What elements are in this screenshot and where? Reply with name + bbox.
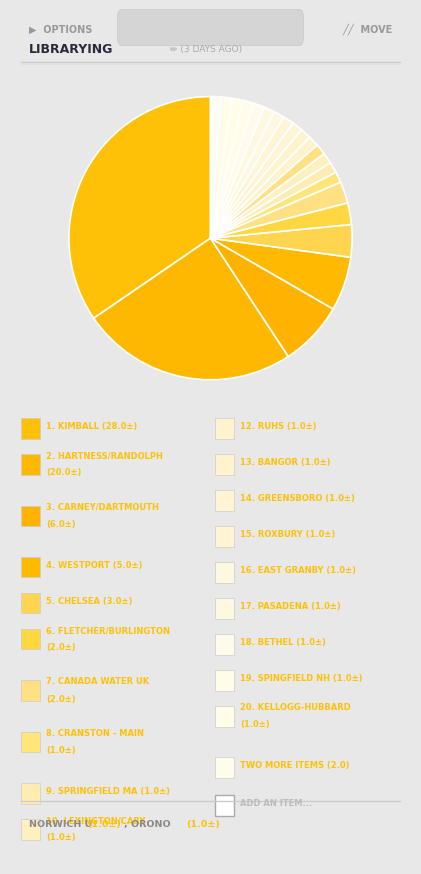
Wedge shape — [210, 108, 274, 238]
Bar — [21, 680, 40, 701]
Wedge shape — [210, 137, 317, 238]
Wedge shape — [210, 103, 264, 238]
Bar — [215, 418, 234, 439]
Bar — [21, 454, 40, 475]
Wedge shape — [210, 163, 336, 238]
Wedge shape — [210, 101, 254, 238]
Wedge shape — [210, 129, 309, 238]
Text: 18. BETHEL (1.0±): 18. BETHEL (1.0±) — [240, 638, 326, 647]
Text: 19. SPINGFIELD NH (1.0±): 19. SPINGFIELD NH (1.0±) — [240, 674, 362, 683]
Text: 6. FLETCHER/BURLINGTON: 6. FLETCHER/BURLINGTON — [46, 626, 170, 635]
Text: ╱╱  MOVE: ╱╱ MOVE — [342, 24, 392, 35]
Text: 1. KIMBALL (28.0±): 1. KIMBALL (28.0±) — [46, 422, 137, 431]
Text: (20.0±): (20.0±) — [46, 468, 81, 477]
Text: 2. HARTNESS/RANDOLPH: 2. HARTNESS/RANDOLPH — [46, 451, 163, 461]
Wedge shape — [210, 154, 330, 238]
Text: 8. CRANSTON - MAIN: 8. CRANSTON - MAIN — [46, 729, 144, 738]
Wedge shape — [210, 112, 284, 238]
Bar — [215, 670, 234, 690]
Text: TWO MORE ITEMS (2.0): TWO MORE ITEMS (2.0) — [240, 761, 349, 770]
Wedge shape — [210, 172, 341, 238]
Text: 12. RUHS (1.0±): 12. RUHS (1.0±) — [240, 422, 317, 431]
Text: (1.0±): (1.0±) — [240, 720, 269, 729]
Text: ▶  OPTIONS: ▶ OPTIONS — [29, 24, 92, 34]
Bar — [215, 454, 234, 475]
Text: 4. WESTPORT (5.0±): 4. WESTPORT (5.0±) — [46, 561, 142, 570]
Bar — [215, 526, 234, 546]
Text: (1.0±): (1.0±) — [186, 820, 220, 829]
Wedge shape — [210, 145, 324, 238]
Text: (1.0±): (1.0±) — [87, 820, 121, 829]
Wedge shape — [69, 97, 210, 318]
Text: 13. BANGOR (1.0±): 13. BANGOR (1.0±) — [240, 458, 330, 468]
Wedge shape — [210, 182, 348, 238]
Wedge shape — [210, 98, 243, 238]
Text: (2.0±): (2.0±) — [46, 695, 76, 704]
Bar — [215, 598, 234, 619]
Text: 17. PASADENA (1.0±): 17. PASADENA (1.0±) — [240, 602, 341, 611]
Bar — [215, 758, 234, 778]
Text: 15. ROXBURY (1.0±): 15. ROXBURY (1.0±) — [240, 531, 335, 539]
Text: 5. CHELSEA (3.0±): 5. CHELSEA (3.0±) — [46, 597, 132, 606]
Bar — [21, 557, 40, 578]
Bar — [215, 490, 234, 510]
Text: (1.0±): (1.0±) — [46, 833, 76, 843]
Bar — [215, 562, 234, 583]
Wedge shape — [210, 97, 232, 238]
Wedge shape — [210, 123, 301, 238]
Bar — [21, 629, 40, 649]
Wedge shape — [210, 203, 352, 238]
Text: ✏ (3 DAYS AGO): ✏ (3 DAYS AGO) — [170, 45, 242, 54]
Bar — [215, 795, 234, 815]
FancyBboxPatch shape — [117, 10, 304, 45]
Wedge shape — [210, 238, 351, 309]
Text: 14. GREENSBORO (1.0±): 14. GREENSBORO (1.0±) — [240, 494, 355, 503]
Text: LIBRARYING: LIBRARYING — [29, 44, 113, 56]
Wedge shape — [210, 238, 333, 357]
Bar — [21, 418, 40, 439]
Wedge shape — [94, 238, 288, 379]
Text: 9. SPRINGFIELD MA (1.0±): 9. SPRINGFIELD MA (1.0±) — [46, 787, 170, 796]
Bar — [215, 634, 234, 655]
Text: , ORONO: , ORONO — [124, 820, 170, 829]
Text: (2.0±): (2.0±) — [46, 643, 76, 652]
Wedge shape — [210, 225, 352, 257]
Text: NORWICH U: NORWICH U — [29, 820, 92, 829]
Bar — [215, 706, 234, 726]
Bar — [21, 783, 40, 803]
Wedge shape — [210, 97, 221, 238]
Text: (1.0±): (1.0±) — [46, 746, 76, 755]
Text: 20. KELLOGG-HUBBARD: 20. KELLOGG-HUBBARD — [240, 704, 351, 712]
Bar — [21, 819, 40, 840]
Text: ADD AN ITEM...: ADD AN ITEM... — [240, 799, 312, 808]
Text: 16. EAST GRANBY (1.0±): 16. EAST GRANBY (1.0±) — [240, 566, 356, 575]
Bar — [21, 871, 40, 874]
Wedge shape — [210, 117, 293, 238]
Bar — [21, 505, 40, 526]
Bar — [21, 732, 40, 753]
Text: (6.0±): (6.0±) — [46, 520, 76, 529]
Text: 10. LEXINGTON/CARY: 10. LEXINGTON/CARY — [46, 816, 145, 825]
Bar — [21, 593, 40, 614]
Text: 3. CARNEY/DARTMOUTH: 3. CARNEY/DARTMOUTH — [46, 503, 159, 512]
Text: 7. CANADA WATER UK: 7. CANADA WATER UK — [46, 677, 149, 686]
